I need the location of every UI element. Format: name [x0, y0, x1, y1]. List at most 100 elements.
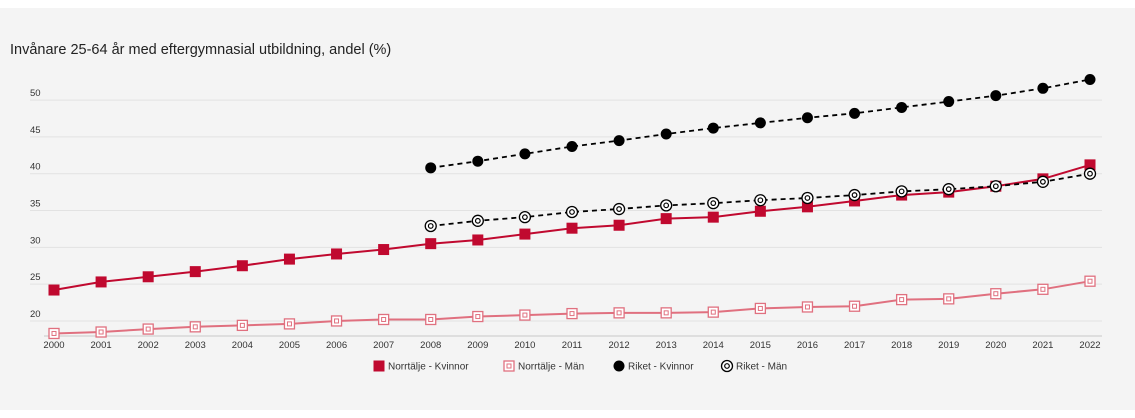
series-line — [430, 78, 1091, 169]
data-point — [707, 197, 720, 210]
marker-outer — [236, 319, 249, 332]
marker-outer — [707, 197, 720, 210]
marker-inner — [286, 321, 292, 327]
data-point — [236, 319, 249, 332]
data-point — [895, 185, 908, 198]
data-point — [754, 205, 766, 217]
data-point — [942, 183, 955, 196]
marker-outer — [848, 188, 861, 202]
marker-inner — [663, 310, 669, 316]
x-tick-label: 2000 — [43, 340, 64, 351]
data-point — [1037, 82, 1049, 94]
axes: 20 25 30 35 40 45 50 2000 2001 2002 2003 2004 2005 20… — [30, 88, 1102, 351]
marker-outer — [189, 321, 201, 333]
data-point — [848, 300, 861, 312]
data-point — [142, 323, 154, 335]
marker-inner — [663, 202, 670, 209]
legend-label: Norrtälje - Kvinnor — [388, 362, 469, 373]
data-point — [48, 284, 60, 296]
data-point — [566, 307, 578, 320]
marker-outer — [895, 293, 908, 306]
marker-outer — [425, 313, 437, 326]
marker-outer — [330, 315, 343, 327]
marker-inner — [945, 186, 952, 193]
data-point — [189, 321, 201, 333]
marker-inner — [475, 314, 481, 320]
data-point — [660, 128, 672, 140]
marker-inner — [381, 316, 387, 322]
marker-outer — [503, 360, 515, 372]
data-point — [660, 213, 672, 225]
marker-inner — [1087, 170, 1093, 177]
x-tick-label: 2019 — [938, 340, 959, 351]
data-point — [801, 201, 813, 213]
marker-inner — [522, 214, 528, 221]
legend-label: Norrtälje - Män — [518, 362, 584, 373]
marker-inner — [51, 330, 57, 336]
data-point — [754, 194, 767, 207]
marker-outer — [1084, 275, 1096, 287]
marker-inner — [946, 296, 952, 302]
legend-item: Riket - Män — [720, 359, 787, 373]
x-tick-label: 2013 — [656, 340, 677, 351]
data-point — [1036, 175, 1050, 188]
data-point — [518, 210, 532, 224]
data-point — [1083, 167, 1097, 180]
marker-inner — [804, 195, 811, 201]
data-point — [425, 313, 437, 326]
data-point — [377, 313, 390, 326]
marker-outer — [660, 307, 672, 319]
marker-outer — [518, 210, 532, 224]
x-tick-label: 2003 — [185, 340, 206, 351]
marker-inner — [757, 197, 764, 204]
data-point — [330, 315, 343, 327]
x-tick-label: 2008 — [420, 340, 441, 351]
data-point — [378, 244, 390, 256]
data-point — [801, 112, 813, 124]
marker-outer — [754, 302, 767, 315]
marker-inner — [474, 217, 481, 224]
legend-item: Riket - Kvinnor — [613, 360, 694, 373]
data-point — [613, 307, 625, 319]
legend-label: Riket - Män — [736, 362, 787, 373]
x-tick-label: 2012 — [609, 340, 630, 351]
marker-inner — [710, 309, 716, 315]
y-tick-label: 45 — [30, 125, 41, 136]
data-point — [754, 117, 766, 129]
x-tick-label: 2002 — [138, 340, 159, 351]
marker-outer — [989, 180, 1002, 193]
data-point — [236, 260, 248, 272]
data-point — [990, 90, 1002, 102]
y-tick-label: 20 — [30, 309, 41, 320]
data-point — [943, 293, 955, 305]
marker-outer — [377, 313, 390, 326]
marker-outer — [142, 323, 154, 335]
marker-outer — [612, 202, 626, 216]
data-point — [472, 155, 484, 167]
marker-outer — [754, 194, 767, 207]
marker-inner — [616, 310, 622, 316]
chart-card: Invånare 25-64 år med eftergymnasial utb… — [0, 8, 1135, 410]
data-point — [613, 360, 625, 372]
marker-inner — [724, 363, 730, 369]
data-point — [519, 148, 531, 160]
x-tick-label: 2007 — [373, 340, 394, 351]
marker-inner — [506, 363, 512, 369]
line-chart: 20 25 30 35 40 45 50 2000 2001 2002 2003 2004 2005 20… — [30, 73, 1102, 373]
data-point — [660, 199, 673, 212]
data-point — [503, 360, 515, 372]
marker-inner — [1087, 278, 1093, 284]
marker-inner — [616, 206, 622, 212]
marker-outer — [565, 205, 579, 219]
marker-outer — [471, 214, 484, 227]
marker-outer — [613, 307, 625, 319]
data-point — [660, 307, 672, 319]
data-point — [471, 214, 484, 227]
data-point — [566, 140, 578, 152]
series-riket-män — [424, 167, 1097, 233]
data-point — [989, 180, 1002, 193]
marker-inner — [428, 316, 434, 322]
x-tick-label: 2004 — [232, 340, 253, 351]
data-point — [801, 301, 814, 313]
data-point — [707, 122, 719, 134]
